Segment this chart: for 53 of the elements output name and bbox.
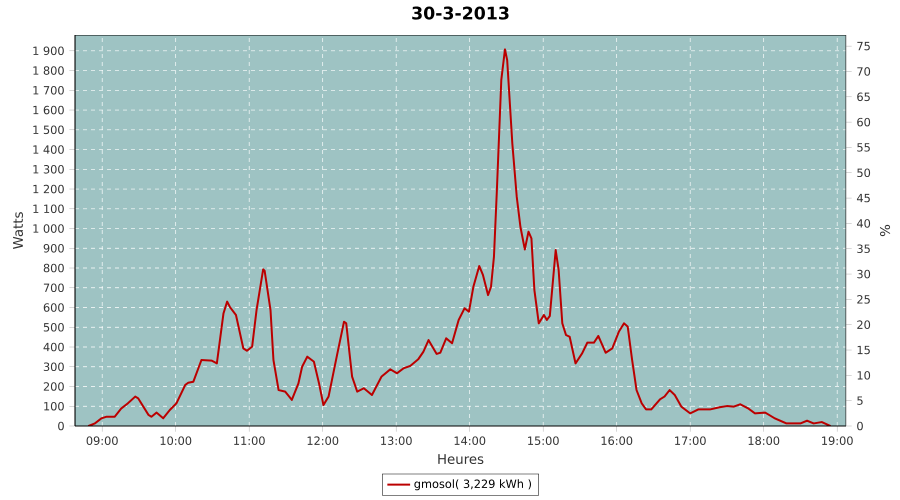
y-tick-label: 200 bbox=[44, 382, 64, 391]
y-tick-label: 1 300 bbox=[33, 165, 64, 174]
y-tick-label: 0 bbox=[58, 422, 64, 430]
x-tick-label: 18:00 bbox=[748, 436, 780, 445]
y-tick-label: 700 bbox=[44, 283, 64, 292]
y-tick-label: 1 100 bbox=[33, 204, 64, 214]
y2-tick-label: 5 bbox=[857, 396, 863, 405]
y-tick-label: 500 bbox=[44, 322, 64, 332]
y-tick-label: 1 500 bbox=[33, 126, 64, 134]
x-tick-label: 19:00 bbox=[822, 436, 853, 445]
y-tick-label: 800 bbox=[44, 264, 64, 272]
chart-title: 30-3-2013 bbox=[412, 6, 509, 20]
y2-tick-label: 70 bbox=[857, 67, 870, 76]
y2-tick-label: 25 bbox=[857, 295, 870, 304]
y2-tick-label: 50 bbox=[857, 168, 870, 178]
x-tick-label: 16:00 bbox=[602, 436, 632, 445]
x-tick-label: 09:00 bbox=[86, 436, 118, 445]
x-tick-label: 17:00 bbox=[675, 436, 706, 445]
legend-label: gmosol( 3,229 kWh ) bbox=[414, 479, 532, 490]
y2-tick-label: 30 bbox=[857, 270, 870, 278]
y-tick-label: 900 bbox=[44, 244, 64, 253]
y-axis-title: Watts bbox=[13, 212, 23, 250]
x-axis-title: Heures bbox=[438, 454, 484, 464]
x-tick-label: 13:00 bbox=[381, 436, 412, 445]
y2-tick-label: 20 bbox=[857, 320, 870, 329]
y2-axis-title: % bbox=[880, 224, 890, 236]
y-tick-label: 1 700 bbox=[33, 86, 64, 95]
y-tick-label: 300 bbox=[44, 362, 64, 372]
y2-tick-label: 35 bbox=[857, 244, 870, 254]
y-tick-label: 1 000 bbox=[33, 224, 64, 233]
y-tick-label: 1 900 bbox=[33, 46, 64, 56]
x-tick-label: 11:00 bbox=[234, 436, 265, 445]
y2-tick-label: 40 bbox=[856, 219, 870, 228]
y-tick-label: 400 bbox=[44, 342, 64, 352]
y2-tick-label: 45 bbox=[856, 194, 870, 202]
y2-tick-label: 10 bbox=[858, 371, 870, 380]
y-tick-label: 1 600 bbox=[33, 106, 64, 114]
y2-tick-label: 75 bbox=[857, 42, 870, 50]
y-tick-label: 1 200 bbox=[33, 184, 64, 194]
y-tick-label: 1 400 bbox=[33, 145, 64, 154]
x-tick-label: 14:00 bbox=[454, 436, 486, 445]
x-tick-label: 15:00 bbox=[528, 436, 559, 445]
y-tick-label: 100 bbox=[44, 402, 64, 411]
y2-tick-label: 0 bbox=[857, 422, 863, 430]
y-tick-label: 600 bbox=[44, 303, 64, 312]
y2-tick-label: 60 bbox=[857, 118, 870, 126]
y2-tick-label: 15 bbox=[858, 346, 870, 354]
x-tick-label: 12:00 bbox=[308, 436, 338, 445]
y-tick-label: 1 800 bbox=[33, 66, 64, 75]
y2-tick-label: 65 bbox=[857, 92, 870, 102]
line-series bbox=[87, 48, 832, 426]
y2-tick-label: 55 bbox=[857, 143, 870, 152]
x-tick-label: 10:00 bbox=[160, 436, 192, 445]
